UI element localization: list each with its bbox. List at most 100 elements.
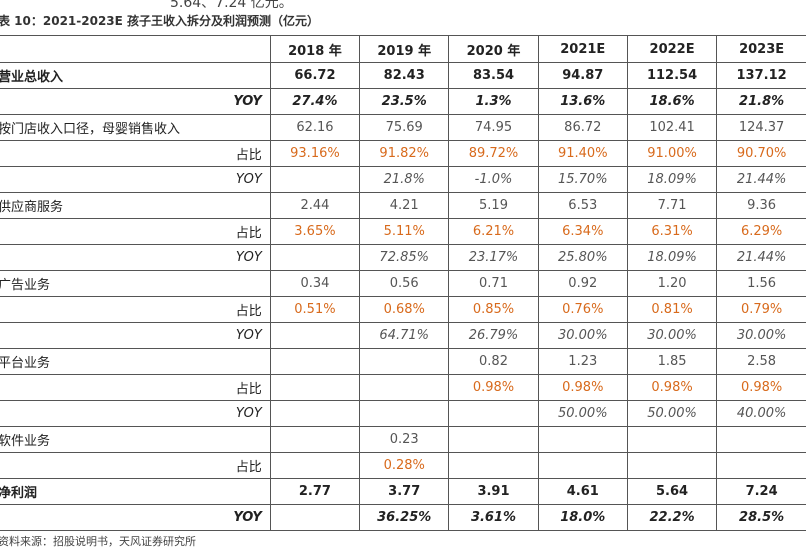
cell: 2.58 [716, 348, 806, 375]
cell [269, 374, 360, 401]
cell: 3.65% [269, 218, 360, 245]
cell: 7.71 [626, 192, 717, 219]
cell: 3.61% [448, 504, 539, 531]
cell: 94.87 [537, 62, 628, 89]
cell: 0.71 [448, 270, 539, 297]
cell [269, 166, 360, 193]
row-label: 净利润 [0, 478, 271, 505]
cell [448, 452, 539, 479]
row-label: 占比 [0, 452, 271, 479]
row-label: 平台业务 [0, 348, 271, 375]
cell: 6.34% [537, 218, 628, 245]
cell: 93.16% [269, 140, 360, 167]
cell: 66.72 [269, 62, 360, 89]
cell: 15.70% [537, 166, 628, 193]
cell: 23.5% [359, 88, 449, 115]
cell: 26.79% [448, 322, 539, 349]
cell [448, 426, 539, 453]
cell: 30.00% [626, 322, 717, 349]
cell: 0.79% [716, 296, 806, 323]
row-software-share: 占比 0.28% [0, 452, 806, 479]
cell: 0.92 [537, 270, 628, 297]
cell: 21.8% [716, 88, 806, 115]
cell: 2.77 [269, 478, 360, 505]
cell: 1.20 [626, 270, 717, 297]
cell: 62.16 [269, 114, 360, 141]
cell: 6.21% [448, 218, 539, 245]
cell: 0.56 [359, 270, 449, 297]
cell: 1.56 [716, 270, 806, 297]
cell: 18.6% [626, 88, 717, 115]
cell [269, 348, 360, 375]
row-label: 按门店收入口径，母婴销售收入 [0, 114, 271, 141]
row-label: YOY [0, 88, 271, 115]
cell: 0.68% [359, 296, 449, 323]
cell: 0.82 [448, 348, 539, 375]
cell: 21.8% [359, 166, 449, 193]
row-label: 占比 [0, 374, 271, 401]
row-label: 广告业务 [0, 270, 271, 297]
cell: 3.91 [448, 478, 539, 505]
cell [359, 374, 449, 401]
row-software: 软件业务 0.23 [0, 426, 806, 453]
cell: 30.00% [537, 322, 628, 349]
cell: 4.61 [537, 478, 628, 505]
cell: 102.41 [626, 114, 717, 141]
row-label: 占比 [0, 140, 271, 167]
row-label: 软件业务 [0, 426, 271, 453]
row-supplier-share: 占比 3.65% 5.11% 6.21% 6.34% 6.31% 6.29% [0, 218, 806, 245]
cell: 91.82% [359, 140, 449, 167]
cell [448, 400, 539, 427]
cell: 91.00% [626, 140, 717, 167]
row-label: YOY [0, 400, 271, 427]
cell: 0.98% [626, 374, 717, 401]
cell: 4.21 [359, 192, 449, 219]
cell: 64.71% [359, 322, 449, 349]
cell: 9.36 [716, 192, 806, 219]
row-supplier-services: 供应商服务 2.44 4.21 5.19 6.53 7.71 9.36 [0, 192, 806, 219]
row-advertising-yoy: YOY 64.71% 26.79% 30.00% 30.00% 30.00% [0, 322, 806, 349]
row-label: YOY [0, 322, 271, 349]
row-label: 营业总收入 [0, 62, 271, 89]
row-label: YOY [0, 244, 271, 271]
row-advertising: 广告业务 0.34 0.56 0.71 0.92 1.20 1.56 [0, 270, 806, 297]
cell: 18.09% [626, 244, 717, 271]
cell: 82.43 [359, 62, 449, 89]
cell: 6.53 [537, 192, 628, 219]
cell: 112.54 [626, 62, 717, 89]
cell: 18.09% [626, 166, 717, 193]
cell: 23.17% [448, 244, 539, 271]
cell: 3.77 [359, 478, 449, 505]
header-2020: 2020 年 [448, 35, 539, 63]
row-total-revenue-yoy: YOY 27.4% 23.5% 1.3% 13.6% 18.6% 21.8% [0, 88, 806, 115]
header-2021e: 2021E [537, 35, 628, 63]
cell: 86.72 [537, 114, 628, 141]
cell: 50.00% [537, 400, 628, 427]
row-maternal-infant-share: 占比 93.16% 91.82% 89.72% 91.40% 91.00% 90… [0, 140, 806, 167]
cell: 0.76% [537, 296, 628, 323]
cell: 50.00% [626, 400, 717, 427]
cell: 21.44% [716, 244, 806, 271]
row-net-profit: 净利润 2.77 3.77 3.91 4.61 5.64 7.24 [0, 478, 806, 505]
cell: 22.2% [626, 504, 717, 531]
cell [269, 504, 360, 531]
cell: 21.44% [716, 166, 806, 193]
cell: 0.98% [716, 374, 806, 401]
cell: 0.85% [448, 296, 539, 323]
cell: 28.5% [716, 504, 806, 531]
cell [269, 400, 360, 427]
source-note: 资料来源：招股说明书，天风证券研究所 [0, 535, 196, 548]
cell: 5.64 [626, 478, 717, 505]
cell: 5.11% [359, 218, 449, 245]
cell: 74.95 [448, 114, 539, 141]
cell: 25.80% [537, 244, 628, 271]
cell [626, 426, 717, 453]
row-advertising-share: 占比 0.51% 0.68% 0.85% 0.76% 0.81% 0.79% [0, 296, 806, 323]
cell [537, 426, 628, 453]
row-supplier-yoy: YOY 72.85% 23.17% 25.80% 18.09% 21.44% [0, 244, 806, 271]
cell: 83.54 [448, 62, 539, 89]
cell: 27.4% [269, 88, 360, 115]
cell: 18.0% [537, 504, 628, 531]
row-platform-share: 占比 0.98% 0.98% 0.98% 0.98% [0, 374, 806, 401]
cell: -1.0% [448, 166, 539, 193]
